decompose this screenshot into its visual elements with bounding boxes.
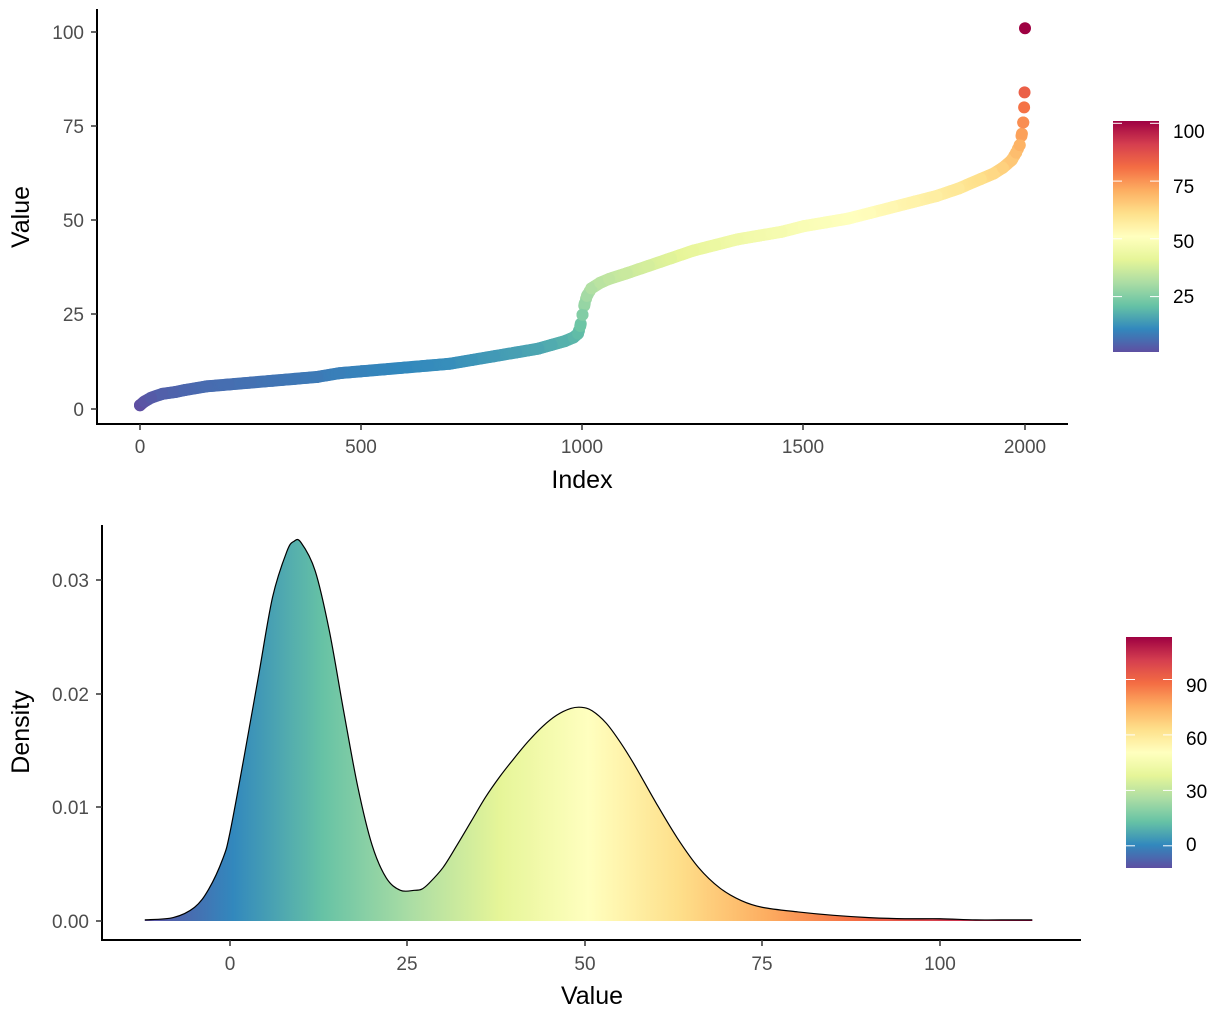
density-colorbar-ticks [1126, 679, 1172, 847]
scatter-colorbar [1113, 121, 1159, 352]
density-y-axis-title: Density [7, 690, 35, 774]
density-x-axis-title: Value [561, 982, 623, 1010]
density-y-tick-label: 0.03 [52, 571, 89, 592]
scatter-point [709, 239, 722, 251]
scatter-x-ticks: 0 500 1000 1500 2000 [135, 424, 1046, 458]
scatter-point [886, 201, 899, 214]
scatter-point [222, 378, 235, 391]
scatter-x-tick-label: 0 [135, 437, 146, 458]
scatter-point [266, 374, 279, 387]
scatter-point [988, 167, 1001, 180]
scatter-y-axis-title: Value [7, 186, 35, 248]
scatter-y-tick-label: 75 [63, 117, 84, 138]
scatter-x-tick-label: 500 [345, 437, 377, 458]
scatter-point [421, 359, 434, 372]
scatter-x-tick-label: 1500 [782, 437, 824, 458]
scatter-point [585, 282, 598, 295]
scatter-point [952, 182, 965, 195]
scatter-point [178, 384, 191, 397]
scatter-y-tick-label: 25 [63, 305, 84, 326]
scatter-point [620, 267, 633, 280]
scatter-point [399, 361, 412, 374]
scatter-colorbar-legend: 25 50 75 100 [1113, 121, 1205, 352]
scatter-point [355, 365, 368, 378]
scatter-point [603, 272, 616, 285]
scatter-point [1018, 86, 1031, 99]
scatter-point [333, 367, 346, 380]
density-legend-label: 60 [1186, 729, 1207, 750]
scatter-x-axis-title: Index [551, 466, 613, 494]
scatter-legend-label: 25 [1173, 287, 1194, 308]
scatter-point [574, 320, 587, 333]
density-colorbar-legend: 0 30 60 90 [1126, 637, 1207, 868]
scatter-point [642, 259, 655, 272]
scatter-point [996, 161, 1009, 174]
density-x-tick-label: 50 [574, 954, 595, 975]
scatter-point [974, 173, 987, 186]
scatter-points [134, 22, 1031, 412]
scatter-x-tick-label: 1000 [561, 437, 603, 458]
density-x-tick-label: 0 [225, 954, 236, 975]
density-legend-label: 0 [1186, 835, 1197, 856]
scatter-point [842, 212, 854, 225]
density-y-tick-label: 0.02 [52, 685, 89, 706]
density-curve [144, 538, 1033, 921]
scatter-point [545, 338, 558, 351]
scatter-point [200, 380, 213, 393]
scatter-y-tick-label: 100 [52, 23, 84, 44]
density-x-tick-label: 25 [396, 954, 417, 975]
scatter-point [311, 370, 323, 383]
density-legend-label: 30 [1186, 782, 1207, 803]
scatter-point [145, 391, 158, 404]
density-x-ticks: 0 25 50 75 100 [225, 940, 956, 975]
scatter-point [908, 195, 921, 208]
scatter-colorbar-ticks [1113, 122, 1159, 298]
scatter-point [532, 342, 545, 355]
scatter-y-tick-label: 50 [63, 211, 84, 232]
density-x-tick-label: 75 [751, 954, 772, 975]
scatter-legend-label: 50 [1173, 232, 1194, 253]
scatter-point [377, 363, 390, 376]
scatter-point [244, 376, 257, 389]
scatter-point [288, 372, 301, 385]
density-y-tick-label: 0.00 [52, 912, 89, 933]
scatter-legend-label: 75 [1173, 177, 1194, 198]
scatter-point [687, 244, 700, 257]
scatter-point [576, 308, 589, 321]
scatter-point [510, 346, 523, 359]
scatter-point [731, 233, 744, 246]
density-panel: 0.00 0.01 0.02 0.03 0 25 50 75 100 Value… [7, 525, 1207, 1010]
scatter-legend-label: 100 [1173, 122, 1205, 143]
density-y-tick-label: 0.01 [52, 798, 89, 819]
scatter-panel: 0 25 50 75 100 0 500 1000 1500 2000 Inde… [7, 9, 1205, 494]
scatter-point [1018, 101, 1031, 114]
density-colorbar [1126, 637, 1172, 868]
density-area [144, 539, 1033, 921]
scatter-point [443, 357, 456, 370]
scatter-point [930, 190, 943, 202]
density-y-ticks: 0.00 0.01 0.02 0.03 [52, 571, 102, 933]
scatter-point [797, 220, 810, 233]
scatter-y-tick-label: 0 [73, 400, 84, 421]
scatter-point [819, 216, 832, 229]
scatter-x-tick-label: 2000 [1004, 437, 1046, 458]
scatter-point [753, 229, 766, 242]
scatter-point [1019, 22, 1031, 35]
scatter-y-ticks: 0 25 50 75 100 [52, 23, 97, 421]
scatter-point [465, 353, 478, 366]
scatter-point [1017, 116, 1030, 129]
density-legend-label: 90 [1186, 676, 1207, 697]
scatter-point [665, 252, 677, 265]
scatter-point [156, 387, 169, 400]
scatter-point [488, 350, 500, 363]
scatter-point [1013, 139, 1026, 152]
scatter-point [775, 225, 788, 238]
scatter-point [864, 206, 877, 219]
scatter-point [1015, 127, 1028, 140]
density-x-tick-label: 100 [924, 954, 956, 975]
